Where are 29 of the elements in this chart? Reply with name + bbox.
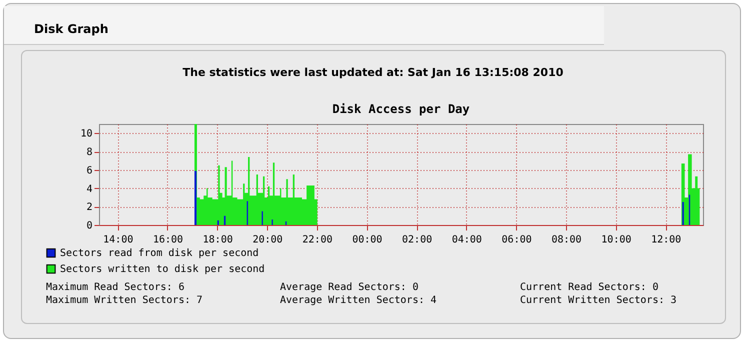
x-tick-label: 00:00: [352, 234, 382, 246]
x-tick-label: 18:00: [202, 234, 233, 246]
y-tick-label: 6: [86, 165, 92, 176]
x-tick-label: 14:00: [103, 234, 134, 246]
x-tick-label: 22:00: [302, 234, 332, 246]
y-tick-label: 8: [86, 147, 92, 158]
text: Average Read Sectors: 0: [280, 282, 418, 293]
x-tick-label: 06:00: [502, 234, 532, 246]
text: Maximum Written Sectors: 7: [46, 295, 203, 306]
x-tick-label: 12:00: [651, 234, 682, 246]
chart-title: Disk Access per Day: [332, 102, 470, 116]
chart-subtitle: The statistics were last updated at: Sat Jan 16 13:15:08 2010: [182, 66, 564, 79]
text: Disk Graph: [34, 22, 108, 36]
y-tick-label: 10: [80, 128, 92, 140]
y-tick-label: 0: [86, 220, 92, 232]
x-tick-label: 20:00: [252, 234, 283, 246]
y-tick-label: 4: [86, 184, 92, 195]
text: Current Written Sectors: 3: [520, 295, 677, 306]
y-tick-label: 2: [86, 202, 92, 214]
legend-label: Sectors written to disk per second: [60, 264, 265, 275]
x-tick-label: 02:00: [402, 234, 432, 246]
x-tick-label: 08:00: [551, 234, 582, 246]
x-tick-label: 04:00: [452, 234, 482, 246]
x-tick-label: 10:00: [601, 234, 632, 246]
text: Current Read Sectors: 0: [520, 282, 658, 293]
x-tick-label: 16:00: [152, 234, 184, 246]
legend-label: Sectors read from disk per second: [60, 248, 259, 259]
text: Maximum Read Sectors: 6: [46, 282, 184, 293]
text: Average Written Sectors: 4: [280, 295, 437, 306]
